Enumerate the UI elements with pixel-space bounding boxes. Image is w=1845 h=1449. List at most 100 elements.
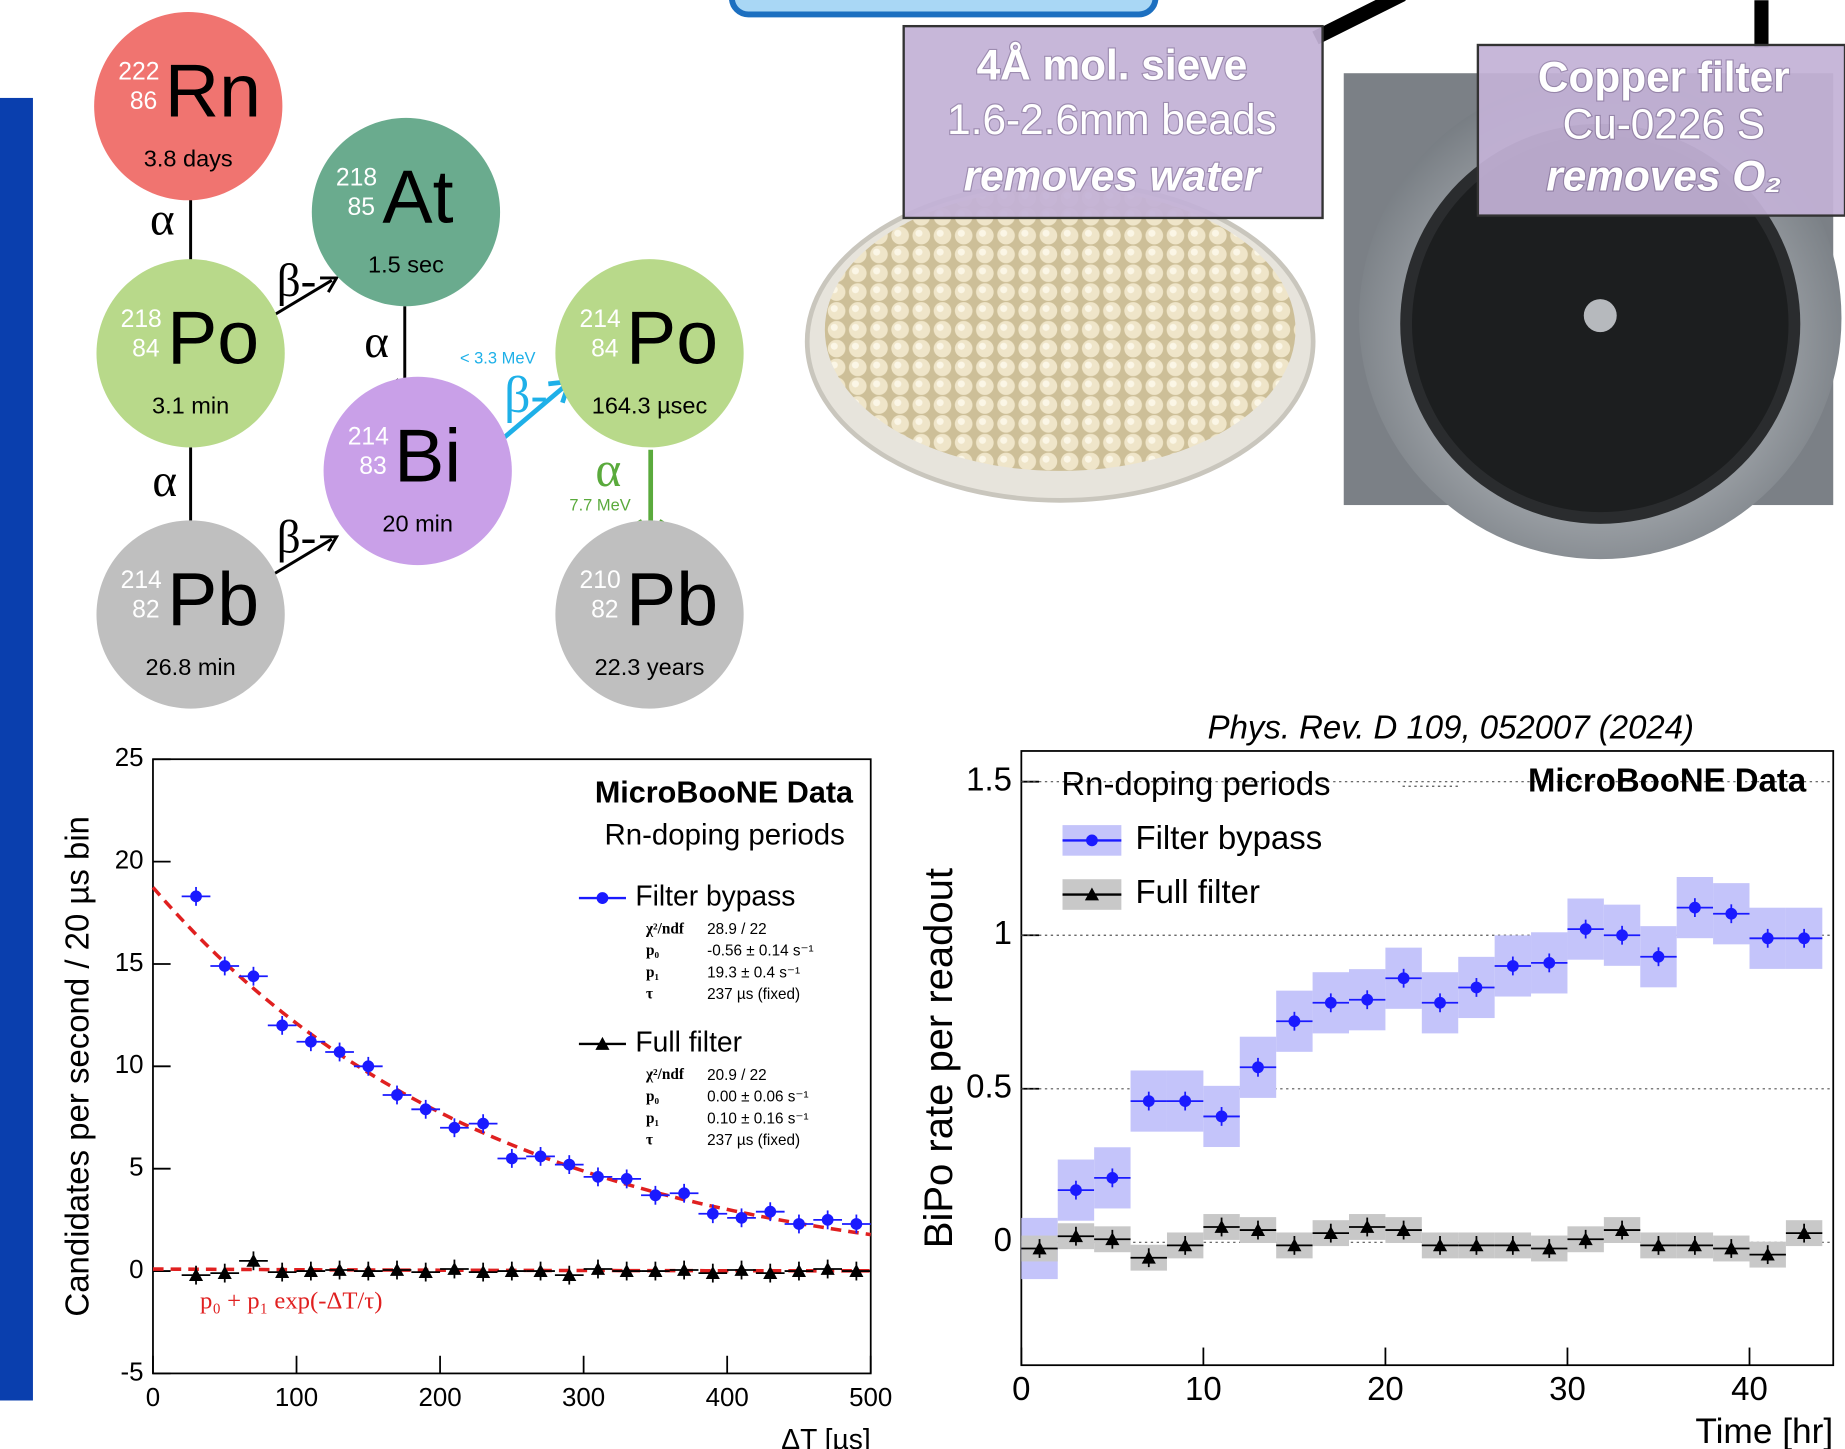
data-point xyxy=(248,970,260,982)
y-axis-label: Candidates per second / 20 µs bin xyxy=(59,816,96,1317)
mass-number: 218 xyxy=(121,306,162,333)
y-tick-label: 0 xyxy=(129,1256,143,1284)
legend-header: Rn-doping periods xyxy=(605,819,845,852)
fit-formula: p₀ + p₁ exp(-ΔT/τ) xyxy=(200,1287,382,1314)
data-point xyxy=(190,891,202,903)
legend-label: Full filter xyxy=(1135,873,1259,910)
fit-stat-value: 237 µs (fixed) xyxy=(707,986,800,1003)
legend-marker xyxy=(1086,835,1098,847)
data-point xyxy=(362,1060,374,1072)
decay-label: β- xyxy=(277,511,317,563)
decay-energy: 7.7 MeV xyxy=(569,497,630,515)
data-point xyxy=(1762,932,1774,944)
x-tick-label: 10 xyxy=(1185,1370,1222,1407)
data-point xyxy=(1653,951,1665,963)
chart-title: Phys. Rev. D 109, 052007 (2024) xyxy=(1208,708,1694,745)
page: 4Å mol. sieve 1.6-2.6mm beads removes wa… xyxy=(0,0,1845,1449)
fit-stat-name: p₁ xyxy=(646,1110,659,1127)
y-tick-label: 1 xyxy=(994,914,1012,951)
atomic-number: 86 xyxy=(130,88,157,115)
half-life: 164.3 µsec xyxy=(592,393,708,419)
fit-stat-name: p₀ xyxy=(646,942,659,959)
side-bar xyxy=(0,98,33,1401)
legend-note: Rn-doping periods xyxy=(1061,765,1330,802)
data-point xyxy=(477,1118,489,1130)
data-point xyxy=(1725,908,1737,920)
x-tick-label: 200 xyxy=(418,1384,461,1412)
x-axis-label: Time [hr] xyxy=(1695,1412,1833,1449)
data-point xyxy=(219,960,231,972)
data-point xyxy=(1179,1095,1191,1107)
decay-label: α xyxy=(364,316,389,368)
label: Copper filter xyxy=(1538,53,1790,100)
half-life: 20 min xyxy=(382,510,453,536)
x-tick-label: 300 xyxy=(562,1384,605,1412)
atomic-number: 85 xyxy=(347,194,374,221)
element-symbol: Pb xyxy=(626,557,718,641)
element-symbol: At xyxy=(382,155,453,239)
legend-header: MicroBooNE Data xyxy=(1528,761,1807,798)
mass-number: 214 xyxy=(121,567,162,594)
data-point xyxy=(1361,994,1373,1006)
label: 4Å mol. sieve xyxy=(977,42,1248,89)
data-point xyxy=(563,1159,575,1171)
data-point xyxy=(449,1122,461,1134)
data-point xyxy=(850,1218,862,1230)
fit-stat-value: 20.9 / 22 xyxy=(707,1067,766,1084)
data-point xyxy=(391,1089,403,1101)
y-tick-label: 0 xyxy=(994,1221,1012,1258)
data-point xyxy=(1689,902,1701,914)
data-point xyxy=(1798,932,1810,944)
fit-stat-value: 237 µs (fixed) xyxy=(707,1132,800,1149)
x-tick-label: 20 xyxy=(1367,1370,1404,1407)
atomic-number: 83 xyxy=(359,453,386,480)
data-point xyxy=(1216,1111,1228,1123)
legend-label: Filter bypass xyxy=(1135,819,1322,856)
x-tick-label: 100 xyxy=(275,1384,318,1412)
half-life: 3.8 days xyxy=(144,146,233,172)
data-point xyxy=(1325,997,1337,1009)
atomic-number: 82 xyxy=(591,596,618,623)
atomic-number: 82 xyxy=(132,596,159,623)
x-tick-label: 400 xyxy=(706,1384,749,1412)
legend-label: Filter bypass xyxy=(635,880,795,912)
element-symbol: Bi xyxy=(394,413,461,497)
half-life: 1.5 sec xyxy=(368,251,444,277)
fit-stat-name: τ xyxy=(646,986,653,1003)
label: Cu-0226 S xyxy=(1563,101,1765,148)
mass-number: 218 xyxy=(336,165,377,192)
data-point xyxy=(1434,997,1446,1009)
decay-label: β- xyxy=(277,255,317,307)
legend-header: MicroBooNE Data xyxy=(595,776,854,810)
x-tick-label: 500 xyxy=(849,1384,892,1412)
y-tick-label: 0.5 xyxy=(966,1067,1012,1104)
atomic-number: 84 xyxy=(132,335,159,362)
data-point xyxy=(1580,923,1592,935)
data-point xyxy=(764,1206,776,1218)
data-point xyxy=(1543,957,1555,969)
atomic-number: 84 xyxy=(591,335,618,362)
data-point xyxy=(1289,1015,1301,1027)
fit-stat-name: p₁ xyxy=(646,964,659,981)
connector xyxy=(1316,0,1403,38)
decay-label: α xyxy=(150,194,175,246)
x-axis-label: ΔT [µs] xyxy=(781,1423,870,1449)
fit-stat-value: 0.10 ± 0.16 s⁻¹ xyxy=(707,1110,808,1127)
x-tick-label: 30 xyxy=(1549,1370,1586,1407)
y-tick-label: 10 xyxy=(115,1051,144,1079)
fit-stat-name: χ²/ndf xyxy=(645,920,685,937)
data-point xyxy=(420,1103,432,1115)
mass-number: 222 xyxy=(118,59,159,86)
label: 1.6-2.6mm beads xyxy=(947,96,1277,143)
element-symbol: Po xyxy=(167,296,259,380)
decay-energy: < 3.3 MeV xyxy=(460,349,536,367)
x-tick-label: 0 xyxy=(1012,1370,1030,1407)
slide: 4Å mol. sieve 1.6-2.6mm beads removes wa… xyxy=(0,0,1845,1449)
data-point xyxy=(822,1214,834,1226)
fit-stat-value: -0.56 ± 0.14 s⁻¹ xyxy=(707,943,814,960)
y-tick-label: 20 xyxy=(115,846,144,874)
copper-label: Copper filter Cu-0226 S removes O₂ xyxy=(1478,45,1845,216)
y-tick-label: 5 xyxy=(129,1154,143,1182)
data-point xyxy=(736,1212,748,1224)
decay-label: α xyxy=(595,442,621,497)
